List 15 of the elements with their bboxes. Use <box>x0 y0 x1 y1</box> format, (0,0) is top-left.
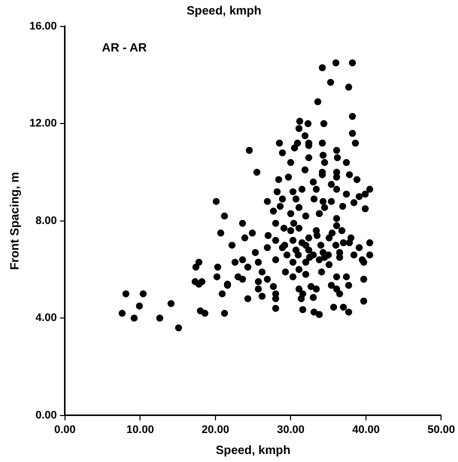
y-tick-label: 12.00 <box>29 118 57 130</box>
annotation: AR - AR <box>102 40 148 55</box>
x-tick-label: 40.00 <box>352 424 380 436</box>
y-axis-title: Front Spacing, m <box>8 172 22 270</box>
x-tick-label: 50.00 <box>427 424 455 436</box>
y-tick-label: 8.00 <box>36 214 57 227</box>
y-tick-label: 0.00 <box>36 409 57 422</box>
y-tick-label: 16.00 <box>29 20 57 32</box>
x-tick-label: 20.00 <box>202 424 230 436</box>
x-tick-label: 10.00 <box>126 424 154 436</box>
x-tick-label: 30.00 <box>276 424 304 436</box>
x-tick-label: 0.00 <box>54 424 76 436</box>
y-tick-label: 4.00 <box>36 312 57 324</box>
x-axis-title: Speed, kmph <box>216 443 290 458</box>
chart-title: Speed, kmph <box>186 4 262 18</box>
